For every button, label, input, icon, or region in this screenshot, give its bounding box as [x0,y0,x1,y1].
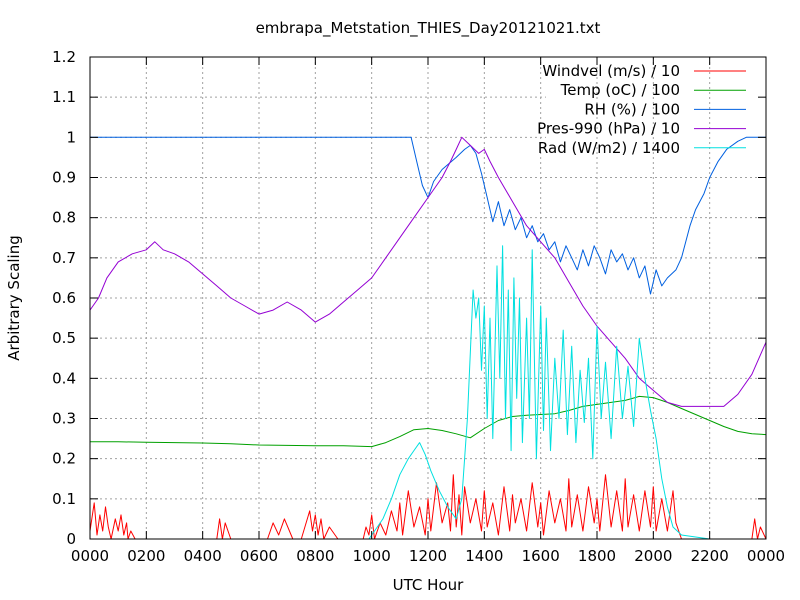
series-line-4 [89,136,767,407]
x-tick-label: 0000 [71,547,109,565]
y-tick-label: 0.2 [52,450,76,468]
y-tick-label: 0.3 [52,410,76,428]
legend-label: Rad (W/m2) / 1400 [538,139,680,157]
y-tick-label: 0.7 [52,249,76,267]
series-line-1 [89,474,767,540]
legend-label: Windvel (m/s) / 10 [542,62,680,80]
y-tick-label: 1.2 [52,48,76,66]
y-tick-label: 1 [66,128,76,146]
legend-label: Pres-990 (hPa) / 10 [537,120,680,138]
series-layer [89,136,767,540]
x-tick-label: 0800 [296,547,334,565]
legend-label: RH (%) / 100 [584,100,680,118]
series-line-2 [90,395,767,448]
y-tick-label: 0.5 [52,329,76,347]
axis-ticks: 0000 0200 0400 0600 0800 1000 1200 1400 1600 1800… [52,48,785,565]
chart-title: embrapa_Metstation_THIES_Day20121021.txt [256,19,601,38]
y-tick-label: 1.1 [52,88,76,106]
legend-label: Temp (oC) / 100 [560,81,680,99]
series-line-5 [90,245,766,540]
x-tick-label: 1000 [353,547,391,565]
y-tick-label: 0.4 [52,369,76,387]
x-tick-label: 1200 [409,547,447,565]
y-tick-label: 0.8 [52,209,76,227]
x-tick-label: 0400 [184,547,222,565]
x-tick-label: 2000 [634,547,672,565]
x-tick-label: 0600 [240,547,278,565]
y-tick-label: 0.9 [52,169,76,187]
x-tick-label: 2200 [691,547,729,565]
x-tick-label: 0200 [127,547,165,565]
x-tick-label: 1600 [522,547,560,565]
series-line-3 [90,136,766,295]
x-tick-label: 1800 [578,547,616,565]
x-tick-label: 0000 [747,547,785,565]
x-tick-label: 1400 [465,547,503,565]
y-tick-label: 0.6 [52,289,76,307]
y-tick-label: 0 [66,530,76,548]
x-axis-label: UTC Hour [393,576,464,594]
y-axis-label: Arbitrary Scaling [5,235,23,361]
y-tick-label: 0.1 [52,490,76,508]
